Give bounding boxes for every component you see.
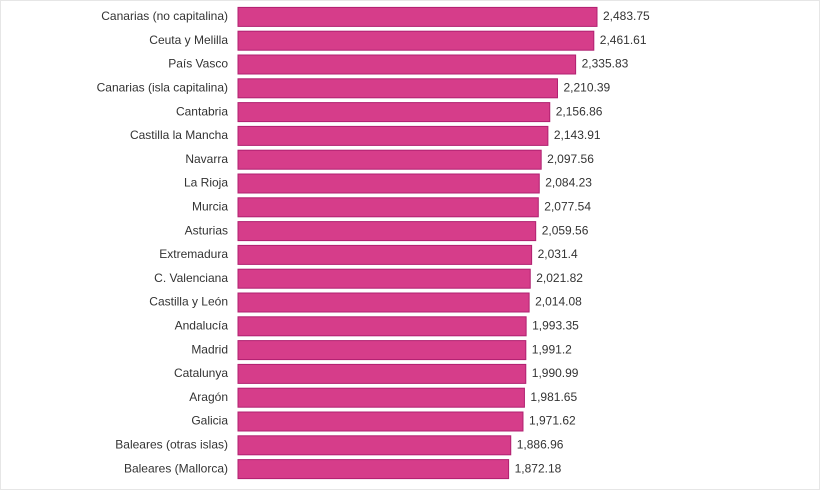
bar xyxy=(237,340,527,361)
bar xyxy=(237,221,537,242)
value-label: 2,335.83 xyxy=(582,57,629,71)
category-label: Murcia xyxy=(192,199,228,213)
bar xyxy=(237,54,577,75)
category-label: Baleares (otras islas) xyxy=(115,437,228,451)
category-label: Madrid xyxy=(191,342,228,356)
bar xyxy=(237,387,525,408)
category-label: Catalunya xyxy=(174,366,228,380)
bar xyxy=(237,363,527,384)
bar xyxy=(237,78,558,99)
bar xyxy=(237,268,531,289)
bar xyxy=(237,102,551,123)
value-label: 2,031.4 xyxy=(538,247,578,261)
category-label: Cantabria xyxy=(176,104,228,118)
bar xyxy=(237,149,542,170)
category-label: Canarias (isla capitalina) xyxy=(97,80,228,94)
category-label: Andalucía xyxy=(175,318,229,332)
category-label: Castilla y León xyxy=(149,295,228,309)
category-label: País Vasco xyxy=(168,57,228,71)
value-label: 2,014.08 xyxy=(535,295,582,309)
bar xyxy=(237,30,595,51)
bar xyxy=(237,6,598,27)
bar xyxy=(237,292,530,313)
bar xyxy=(237,197,539,218)
category-label: Aragón xyxy=(189,390,228,404)
value-label: 1,872.18 xyxy=(515,461,562,475)
bar xyxy=(237,459,510,480)
category-label: Baleares (Mallorca) xyxy=(124,461,228,475)
bar xyxy=(237,125,549,146)
category-label: Ceuta y Melilla xyxy=(149,33,228,47)
category-label: Extremadura xyxy=(159,247,228,261)
value-label: 2,077.54 xyxy=(544,199,591,213)
category-label: Navarra xyxy=(185,152,228,166)
bar xyxy=(237,173,540,194)
value-label: 1,993.35 xyxy=(532,318,579,332)
value-label: 2,483.75 xyxy=(603,9,650,23)
value-label: 2,156.86 xyxy=(556,104,603,118)
value-label: 2,021.82 xyxy=(536,271,583,285)
value-label: 2,059.56 xyxy=(542,223,589,237)
value-label: 2,097.56 xyxy=(547,152,594,166)
bar xyxy=(237,411,524,432)
category-label: La Rioja xyxy=(184,176,228,190)
value-label: 1,971.62 xyxy=(529,414,576,428)
bar xyxy=(237,435,512,456)
category-label: Canarias (no capitalina) xyxy=(101,9,228,23)
value-label: 1,991.2 xyxy=(532,342,572,356)
value-label: 1,981.65 xyxy=(530,390,577,404)
value-label: 2,084.23 xyxy=(545,176,592,190)
value-label: 2,461.61 xyxy=(600,33,647,47)
value-label: 2,210.39 xyxy=(563,80,610,94)
category-label: Castilla la Mancha xyxy=(130,128,228,142)
value-label: 2,143.91 xyxy=(554,128,601,142)
category-label: Galicia xyxy=(191,414,228,428)
category-label: Asturias xyxy=(185,223,228,237)
bar xyxy=(237,244,533,265)
category-label: C. Valenciana xyxy=(154,271,228,285)
value-label: 1,886.96 xyxy=(517,437,564,451)
bar xyxy=(237,316,527,337)
value-label: 1,990.99 xyxy=(532,366,579,380)
